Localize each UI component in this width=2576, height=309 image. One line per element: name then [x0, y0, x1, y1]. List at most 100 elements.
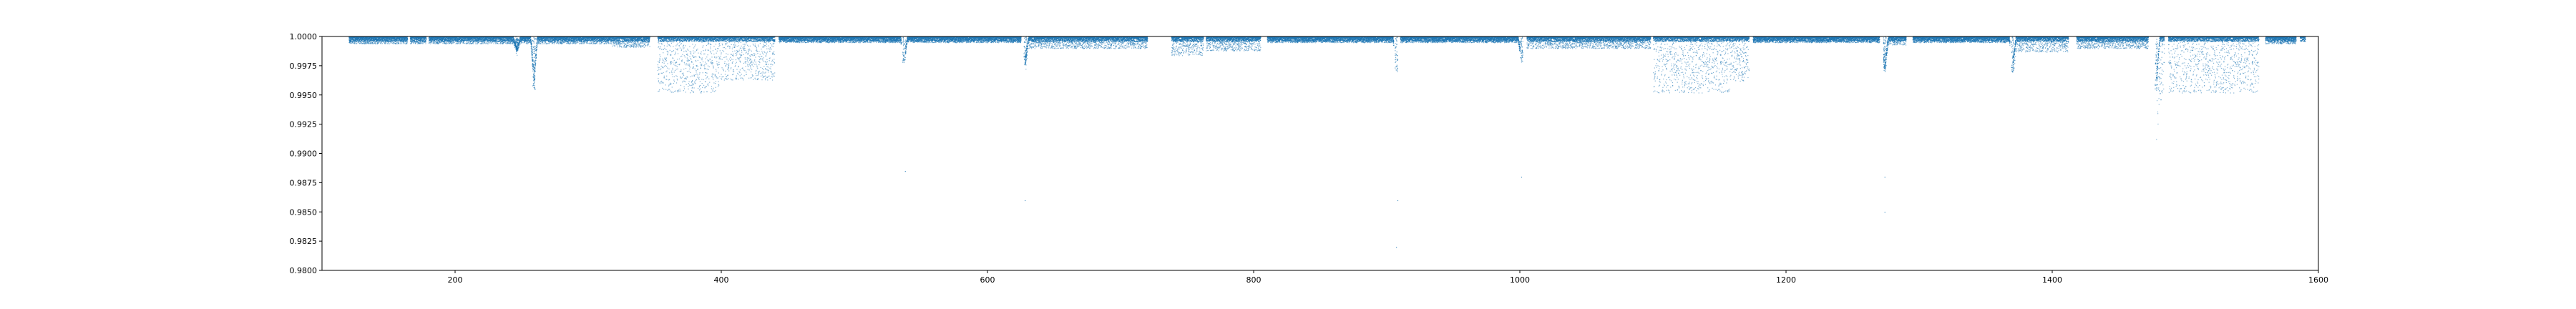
data-point: [361, 42, 363, 44]
data-point: [406, 43, 408, 44]
data-point: [467, 43, 469, 44]
data-point: [421, 37, 422, 39]
data-point: [545, 41, 547, 43]
data-point: [387, 43, 389, 44]
data-point: [417, 41, 419, 43]
data-point: [505, 42, 507, 44]
data-point: [384, 39, 386, 40]
data-point: [394, 40, 395, 41]
data-point: [389, 41, 391, 42]
data-point: [384, 40, 385, 41]
data-point: [350, 41, 351, 42]
data-point: [535, 57, 537, 59]
data-point: [399, 43, 401, 44]
data-point: [500, 41, 502, 43]
data-point: [406, 36, 407, 38]
data-point: [359, 43, 361, 44]
data-point: [401, 36, 403, 39]
data-point: [386, 43, 388, 44]
data-point: [396, 38, 398, 39]
data-point: [535, 63, 537, 64]
data-point: [376, 42, 379, 44]
data-point: [404, 41, 406, 42]
data-point: [353, 37, 356, 39]
data-point: [354, 43, 356, 44]
data-point: [392, 37, 394, 39]
data-point: [487, 41, 488, 43]
data-point: [417, 37, 419, 39]
data-point: [452, 41, 453, 43]
data-point: [509, 42, 512, 44]
data-point: [535, 64, 536, 66]
data-point: [364, 38, 366, 39]
data-point: [411, 39, 413, 41]
data-point: [369, 43, 371, 44]
data-point: [379, 39, 381, 41]
data-point: [459, 42, 462, 44]
data-point: [379, 40, 381, 41]
data-point: [384, 37, 386, 39]
data-point: [402, 39, 404, 41]
data-point: [369, 41, 371, 43]
data-point: [453, 38, 454, 39]
data-point: [413, 42, 414, 44]
data-point: [405, 40, 406, 41]
data-point: [530, 39, 532, 41]
data-point: [538, 43, 540, 44]
data-point: [472, 39, 474, 41]
data-point: [395, 36, 396, 38]
data-point: [370, 42, 371, 44]
data-point: [366, 39, 368, 41]
data-point: [356, 39, 358, 41]
data-point: [543, 43, 545, 44]
data-point: [364, 36, 366, 38]
data-point: [386, 40, 389, 41]
data-point: [381, 43, 383, 44]
data-point: [377, 39, 379, 41]
data-point: [386, 37, 387, 39]
data-point: [423, 41, 424, 43]
data-point: [532, 68, 534, 69]
data-point: [532, 76, 534, 77]
data-point: [380, 37, 381, 39]
data-point: [366, 40, 369, 41]
data-point: [384, 41, 386, 43]
data-point: [384, 40, 386, 41]
data-point: [396, 39, 398, 41]
data-point: [377, 41, 379, 44]
data-point: [354, 39, 356, 41]
data-point: [381, 40, 383, 41]
data-point: [349, 42, 351, 44]
data-point: [371, 41, 373, 43]
data-point: [414, 37, 416, 39]
data-point: [513, 37, 514, 39]
data-point: [354, 42, 356, 44]
data-point: [375, 43, 376, 44]
data-point: [532, 60, 534, 62]
data-point: [363, 41, 364, 43]
data-point: [473, 41, 474, 43]
data-point: [367, 41, 369, 43]
data-point: [398, 41, 399, 43]
data-point: [379, 37, 381, 39]
data-point: [386, 38, 387, 39]
data-point: [349, 41, 351, 42]
data-point: [531, 49, 532, 51]
data-point: [527, 43, 529, 44]
data-point: [380, 38, 381, 39]
data-point: [535, 39, 537, 40]
data-point: [419, 41, 421, 43]
data-point: [389, 39, 391, 41]
data-point: [361, 39, 363, 41]
data-point: [396, 41, 398, 43]
data-point: [487, 41, 489, 43]
data-point: [414, 43, 416, 44]
data-point: [398, 39, 399, 41]
data-point: [381, 41, 383, 43]
data-point: [349, 37, 351, 39]
data-point: [362, 40, 364, 41]
data-point: [375, 41, 376, 43]
data-point: [530, 41, 532, 43]
data-point: [382, 39, 384, 41]
